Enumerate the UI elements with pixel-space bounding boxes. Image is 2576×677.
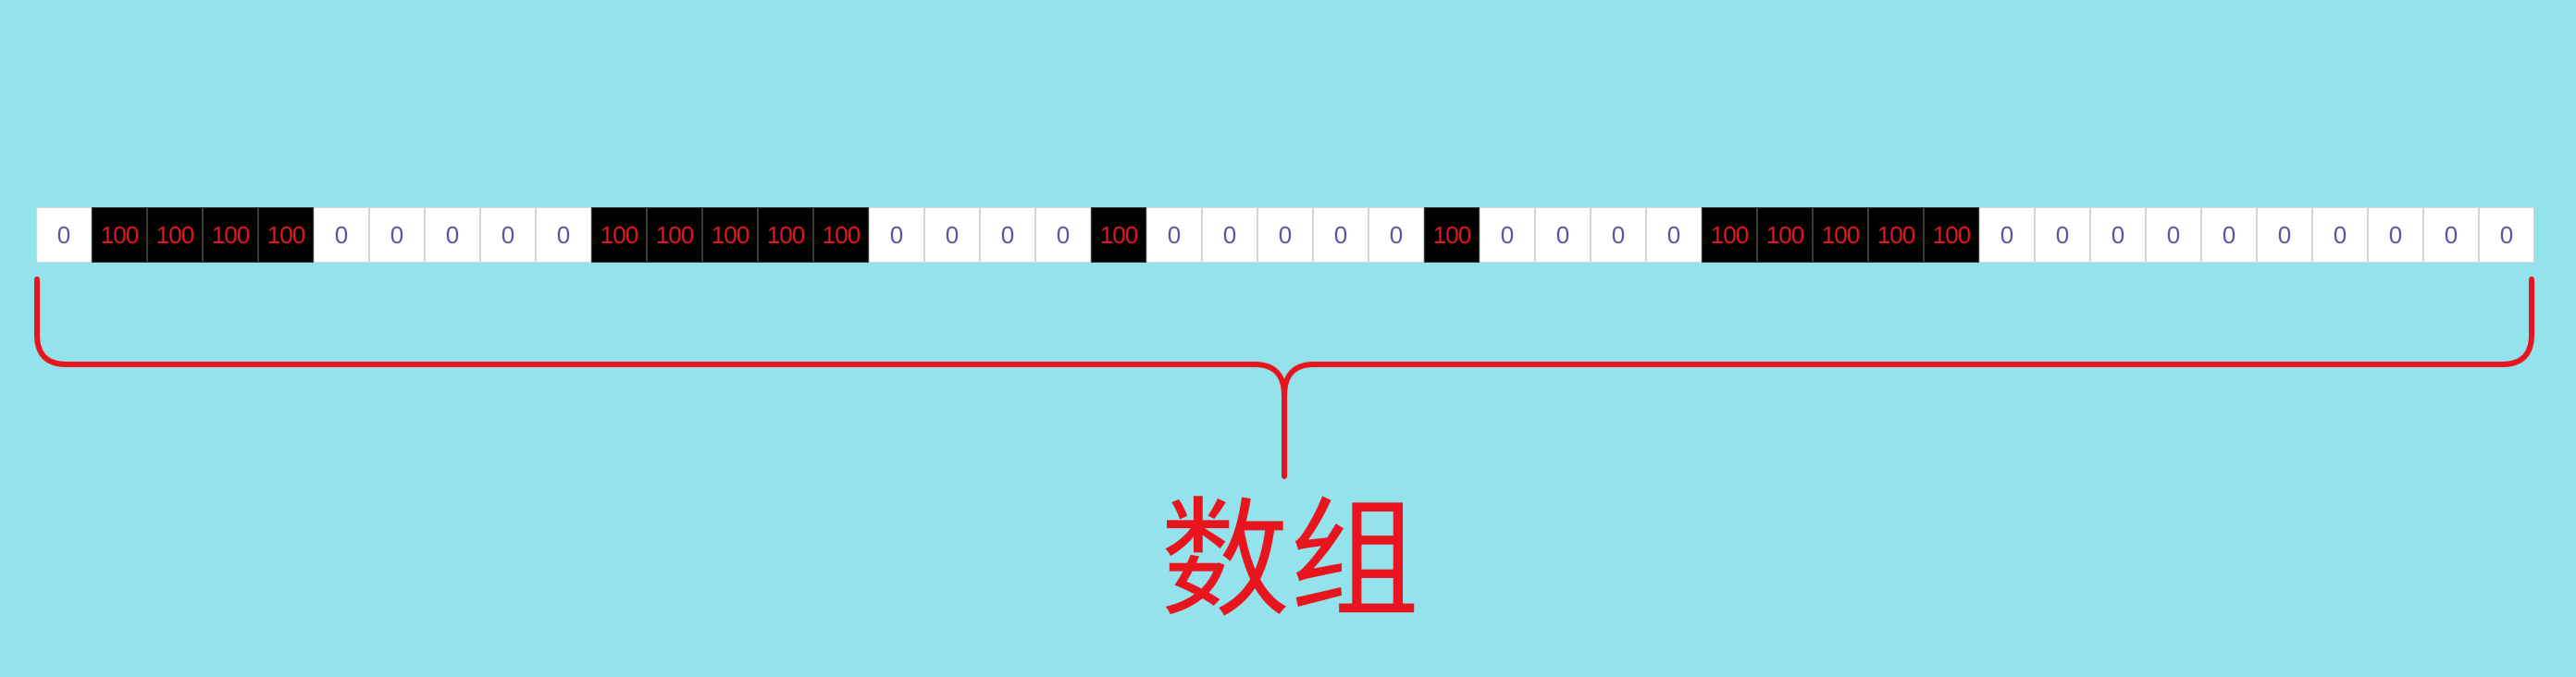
- array-cell: 0: [2146, 207, 2201, 263]
- array-cell: 0: [36, 207, 92, 263]
- array-cell: 0: [1535, 207, 1591, 263]
- array-cell-highlighted: 100: [1757, 207, 1813, 263]
- array-cell-highlighted: 100: [92, 207, 147, 263]
- array-cell: 0: [2035, 207, 2090, 263]
- array-cell: 0: [314, 207, 369, 263]
- array-cell: 0: [2423, 207, 2479, 263]
- array-cell: 0: [2368, 207, 2423, 263]
- array-cell: 0: [480, 207, 536, 263]
- array-cell-highlighted: 100: [1702, 207, 1757, 263]
- array-cell-highlighted: 100: [1924, 207, 1979, 263]
- array-label: 数组: [1159, 486, 1419, 636]
- array-row: 0 100 100 100 100 0 0 0 0 0 100 100 100 100 100 0 0 0 0 100…: [36, 207, 2534, 263]
- array-cell-highlighted: 100: [647, 207, 702, 263]
- curly-brace-path: [34, 277, 2534, 479]
- array-cell: 0: [1368, 207, 1424, 263]
- array-cell-highlighted: 100: [702, 207, 758, 263]
- array-cell-highlighted: 100: [1868, 207, 1924, 263]
- array-cell: 0: [924, 207, 980, 263]
- array-cell: 0: [369, 207, 425, 263]
- array-cell: 0: [869, 207, 924, 263]
- array-cell-highlighted: 100: [591, 207, 647, 263]
- array-cell: 0: [2090, 207, 2146, 263]
- array-cell-highlighted: 100: [758, 207, 813, 263]
- array-cell: 0: [1313, 207, 1368, 263]
- array-cell: 0: [980, 207, 1035, 263]
- array-cell-highlighted: 100: [203, 207, 258, 263]
- array-cell: 0: [1146, 207, 1202, 263]
- array-cell: 0: [536, 207, 591, 263]
- array-cell: 0: [2201, 207, 2257, 263]
- array-cell-highlighted: 100: [1091, 207, 1146, 263]
- array-cell: 0: [1480, 207, 1535, 263]
- array-cell: 0: [1257, 207, 1313, 263]
- array-cell-highlighted: 100: [813, 207, 869, 263]
- array-cell: 0: [2257, 207, 2312, 263]
- array-cell-highlighted: 100: [147, 207, 203, 263]
- array-cell-highlighted: 100: [1813, 207, 1868, 263]
- array-cell: 0: [425, 207, 480, 263]
- array-cell: 0: [2479, 207, 2534, 263]
- array-cell: 0: [1035, 207, 1091, 263]
- array-cell: 0: [2312, 207, 2368, 263]
- array-cell: 0: [1202, 207, 1257, 263]
- array-cell-highlighted: 100: [258, 207, 314, 263]
- array-cell: 0: [1646, 207, 1702, 263]
- array-cell: 0: [1979, 207, 2035, 263]
- array-cell: 0: [1591, 207, 1646, 263]
- array-cell-highlighted: 100: [1424, 207, 1480, 263]
